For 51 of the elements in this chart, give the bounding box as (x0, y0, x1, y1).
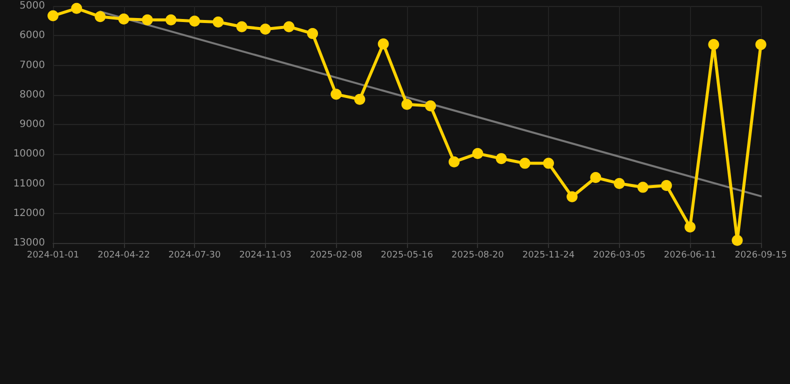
point (236, 21, 248, 32)
point (425, 100, 436, 112)
point (472, 148, 484, 160)
point (708, 39, 720, 50)
point (755, 39, 766, 50)
x-tick-label: 2024-01-01 (26, 250, 80, 260)
point (684, 222, 696, 232)
point (354, 94, 366, 105)
point (637, 182, 648, 193)
point (48, 10, 58, 22)
point (307, 28, 318, 40)
y-tick-label: 10000 (13, 148, 45, 160)
point (71, 2, 82, 14)
y-tick-label: 6000 (20, 30, 45, 42)
x-tick-label: 2024-11-03 (239, 250, 292, 260)
y-tick-label: 13000 (13, 238, 45, 248)
point (732, 234, 743, 246)
point (378, 38, 389, 50)
point (614, 178, 625, 189)
point (330, 88, 342, 100)
x-tick-label: 2026-09-15 (734, 250, 788, 260)
x-tick-label: 2025-08-20 (452, 250, 504, 260)
point (660, 180, 672, 192)
point (142, 14, 153, 26)
x-tick-label: 2026-03-05 (593, 250, 646, 260)
point (590, 172, 602, 184)
point (401, 98, 412, 110)
point (118, 14, 130, 25)
point (496, 153, 507, 164)
x-tick-label: 2025-11-24 (522, 250, 575, 260)
point (566, 191, 578, 202)
y-tick-label: 7000 (20, 60, 45, 71)
y-tick-label: 8000 (20, 89, 45, 100)
x-tick-label: 2026-06-11 (664, 250, 716, 260)
point (543, 158, 554, 169)
y-tick-label: 11000 (13, 178, 45, 190)
x-tick-label: 2025-02-08 (310, 250, 363, 260)
x-tick-label: 2024-07-30 (168, 250, 221, 260)
point (283, 21, 294, 32)
y-tick-label: 9000 (20, 119, 45, 130)
x-tick-label: 2025-05-16 (380, 250, 434, 260)
x-tick-label: 2024-04-22 (98, 250, 150, 260)
point (212, 16, 224, 28)
point (165, 14, 176, 26)
point (519, 158, 530, 169)
y-tick-label: 5000 (20, 0, 45, 12)
point (94, 11, 106, 22)
point (189, 16, 200, 27)
y-tick-label: 12000 (13, 208, 45, 219)
point (448, 156, 460, 168)
point (260, 24, 271, 35)
